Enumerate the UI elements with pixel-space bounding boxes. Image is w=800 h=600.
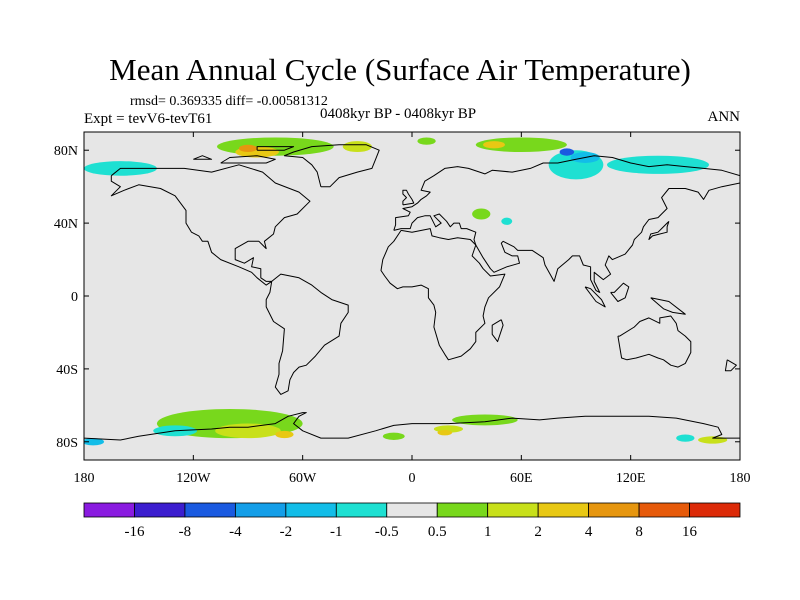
anomaly-patch-22 (84, 438, 105, 446)
colorbar: -16 -8 -4 -2 -1 -0.5 0.5 1 2 4 8 16 (83, 502, 741, 540)
colorbar-box-3 (234, 502, 287, 518)
anomaly-fields (84, 137, 728, 446)
colorbar-label-0: -16 (124, 524, 144, 540)
coastline-14 (220, 155, 276, 164)
coastline-12 (491, 319, 504, 343)
coastline-7 (648, 220, 670, 240)
experiment-label: Expt = tevV6-tevT61 (84, 111, 213, 127)
lon-tick-label-3: 0 (409, 471, 416, 486)
colorbar-box-12 (689, 502, 741, 518)
lat-tick-label-0: 80N (54, 144, 78, 159)
colorbar-box-0 (83, 502, 135, 518)
lon-tick-label-2: 60W (289, 471, 317, 486)
period-label: 0408kyr BP - 0408kyr BP (320, 106, 477, 122)
lon-tick-label-4: 60E (510, 471, 533, 486)
lon-tick-label-0: 180 (74, 471, 95, 486)
colorbar-box-2 (184, 502, 236, 518)
colorbar-label-7: 1 (484, 524, 492, 540)
axis-ticks: 80N 40N 0 40S 80S 180 120W 60W 0 60E 120E 180 (54, 132, 751, 486)
lon-tick-label-1: 120W (176, 471, 211, 486)
colorbar-label-2: -4 (229, 524, 242, 540)
coastline-3 (380, 228, 506, 361)
colorbar-box-7 (436, 502, 489, 518)
lat-tick-label-2: 0 (71, 290, 78, 305)
anomaly-patch-23 (472, 208, 491, 220)
anomaly-patch-4 (417, 137, 436, 145)
coastline-0 (110, 164, 311, 286)
colorbar-box-8 (487, 502, 539, 518)
anomaly-patch-3 (342, 141, 372, 153)
anomaly-patch-11 (606, 155, 710, 174)
stats-label: rmsd= 0.369335 diff= -0.00581312 (130, 94, 328, 109)
lon-tick-label-5: 120E (616, 471, 646, 486)
coastline-2 (393, 155, 740, 293)
coastline-13 (724, 359, 737, 372)
colorbar-box-5 (335, 502, 388, 518)
season-label: ANN (707, 109, 741, 125)
anomaly-patch-14 (275, 430, 294, 439)
anomaly-patch-20 (698, 436, 728, 444)
colorbar-label-1: -8 (179, 524, 192, 540)
coastline-5 (283, 144, 380, 188)
coastline-11 (650, 297, 686, 315)
anomaly-patch-9 (559, 148, 575, 156)
coastline-16 (256, 146, 295, 151)
anomaly-patch-6 (483, 141, 505, 149)
colorbar-box-10 (588, 502, 640, 518)
colorbar-box-1 (134, 502, 186, 518)
colorbar-label-11: 16 (682, 524, 698, 540)
anomaly-patch-18 (437, 429, 453, 436)
map-background (84, 132, 740, 460)
anomaly-patch-2 (238, 144, 258, 153)
colorbar-label-3: -2 (280, 524, 293, 540)
colorbar-box-6 (386, 502, 438, 518)
colorbar-box-9 (537, 502, 590, 518)
coastline-9 (584, 286, 606, 308)
anomaly-patch-21 (676, 434, 695, 442)
coastline-6 (84, 412, 740, 441)
lat-tick-label-4: 80S (56, 436, 78, 451)
anomaly-patch-24 (501, 217, 513, 225)
plot-title: Mean Annual Cycle (Surface Air Temperatu… (109, 52, 691, 87)
coastline-4 (617, 315, 692, 368)
lat-tick-label-3: 40S (56, 363, 78, 378)
anomaly-patch-16 (452, 414, 518, 426)
coastline-15 (193, 155, 213, 160)
colorbar-label-8: 2 (534, 524, 542, 540)
lon-tick-label-6: 180 (730, 471, 751, 486)
colorbar-box-4 (285, 502, 337, 518)
coastline-8 (402, 189, 415, 206)
colorbar-label-10: 8 (635, 524, 643, 540)
anomaly-patch-13 (215, 423, 281, 439)
lat-tick-label-1: 40N (54, 217, 78, 232)
coastlines (84, 144, 740, 441)
colorbar-label-4: -1 (330, 524, 343, 540)
coastline-1 (265, 273, 349, 395)
colorbar-label-6: 0.5 (428, 524, 447, 540)
anomaly-patch-19 (382, 432, 405, 440)
colorbar-label-9: 4 (585, 524, 593, 540)
colorbar-label-5: -0.5 (375, 524, 399, 540)
anomaly-patch-5 (475, 137, 567, 153)
coastline-10 (610, 282, 630, 302)
colorbar-box-11 (638, 502, 690, 518)
